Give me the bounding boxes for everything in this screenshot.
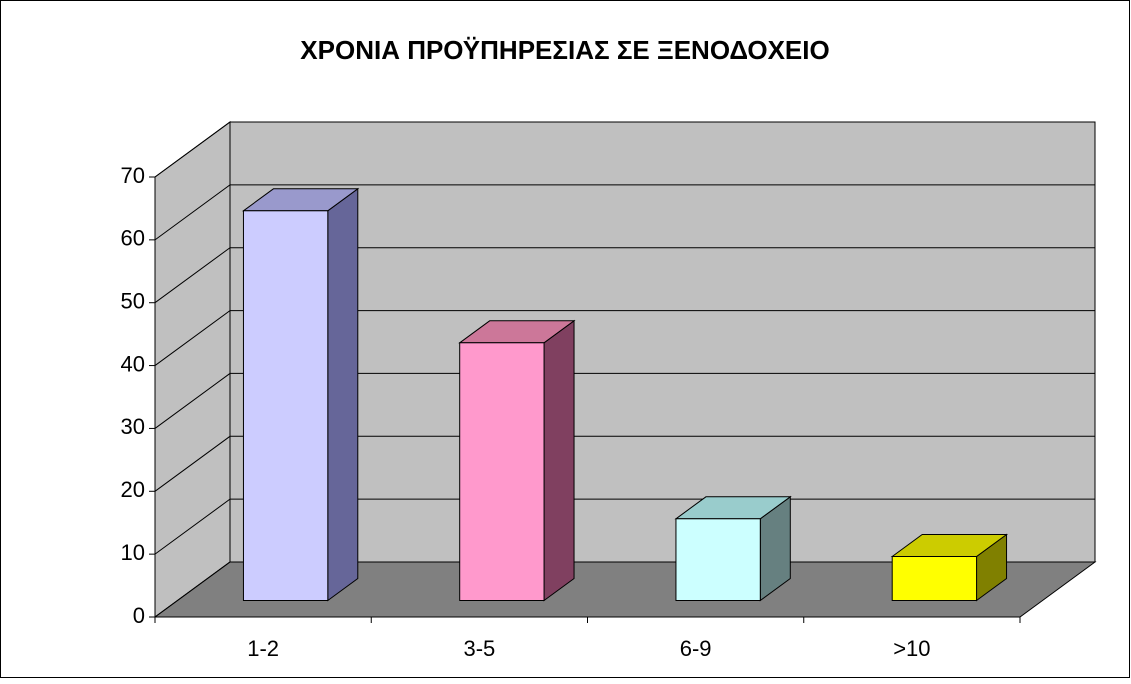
y-tick-label: 50 (121, 289, 145, 314)
bar (459, 342, 545, 601)
y-tick-label: 10 (121, 540, 145, 565)
x-tick-label: >10 (893, 636, 930, 661)
grid-line (154, 561, 1095, 618)
left-wall (154, 121, 231, 618)
chart-title: ΧΡΟΝΙΑ ΠΡΟΫΠΗΡΕΣΙΑΣ ΣΕ ΞΕΝΟΔΟΧΕΙΟ (300, 35, 829, 65)
grid-line (154, 310, 1095, 366)
x-tick-label: 6-9 (680, 636, 712, 661)
y-tick-label: 60 (121, 226, 145, 251)
grid-line (154, 184, 1095, 241)
x-tick-label: 3-5 (463, 636, 495, 661)
bar-side (327, 187, 359, 602)
bar (675, 518, 761, 601)
grid-line (154, 372, 1095, 429)
bar (891, 556, 978, 601)
y-tick-label: 0 (133, 603, 145, 628)
grid-line (154, 121, 1095, 178)
y-tick-label: 70 (121, 163, 145, 188)
grid-line (154, 435, 1095, 492)
grid-line (154, 498, 1095, 555)
bar (242, 210, 329, 602)
x-tick-label: 1-2 (247, 636, 279, 661)
y-tick-label: 30 (121, 414, 145, 439)
y-tick-label: 40 (121, 351, 145, 376)
back-wall (229, 121, 1096, 563)
bar-side (543, 319, 575, 602)
y-tick-label: 20 (121, 477, 145, 502)
grid-line (154, 247, 1095, 304)
